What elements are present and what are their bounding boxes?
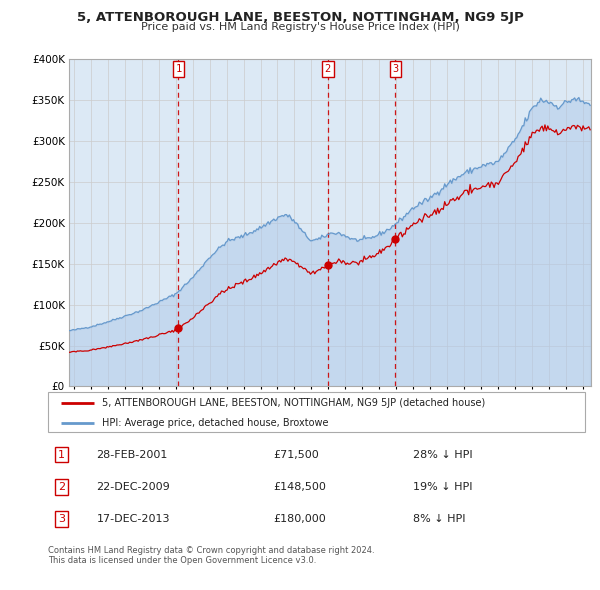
Text: £148,500: £148,500 bbox=[274, 482, 326, 491]
Text: 8% ↓ HPI: 8% ↓ HPI bbox=[413, 514, 466, 524]
Text: £71,500: £71,500 bbox=[274, 450, 319, 460]
Text: 2: 2 bbox=[325, 64, 331, 74]
Text: Price paid vs. HM Land Registry's House Price Index (HPI): Price paid vs. HM Land Registry's House … bbox=[140, 22, 460, 32]
Text: 17-DEC-2013: 17-DEC-2013 bbox=[97, 514, 170, 524]
Text: Contains HM Land Registry data © Crown copyright and database right 2024.: Contains HM Land Registry data © Crown c… bbox=[48, 546, 374, 555]
Text: 3: 3 bbox=[392, 64, 398, 74]
Text: 3: 3 bbox=[58, 514, 65, 524]
Text: 19% ↓ HPI: 19% ↓ HPI bbox=[413, 482, 473, 491]
Text: 5, ATTENBOROUGH LANE, BEESTON, NOTTINGHAM, NG9 5JP (detached house): 5, ATTENBOROUGH LANE, BEESTON, NOTTINGHA… bbox=[102, 398, 485, 408]
Text: 2: 2 bbox=[58, 482, 65, 491]
FancyBboxPatch shape bbox=[48, 392, 585, 432]
Text: HPI: Average price, detached house, Broxtowe: HPI: Average price, detached house, Brox… bbox=[102, 418, 328, 428]
Text: 5, ATTENBOROUGH LANE, BEESTON, NOTTINGHAM, NG9 5JP: 5, ATTENBOROUGH LANE, BEESTON, NOTTINGHA… bbox=[77, 11, 523, 24]
Text: 1: 1 bbox=[175, 64, 182, 74]
Text: 28% ↓ HPI: 28% ↓ HPI bbox=[413, 450, 473, 460]
Text: £180,000: £180,000 bbox=[274, 514, 326, 524]
Text: This data is licensed under the Open Government Licence v3.0.: This data is licensed under the Open Gov… bbox=[48, 556, 316, 565]
Text: 1: 1 bbox=[58, 450, 65, 460]
Text: 22-DEC-2009: 22-DEC-2009 bbox=[97, 482, 170, 491]
Text: 28-FEB-2001: 28-FEB-2001 bbox=[97, 450, 168, 460]
